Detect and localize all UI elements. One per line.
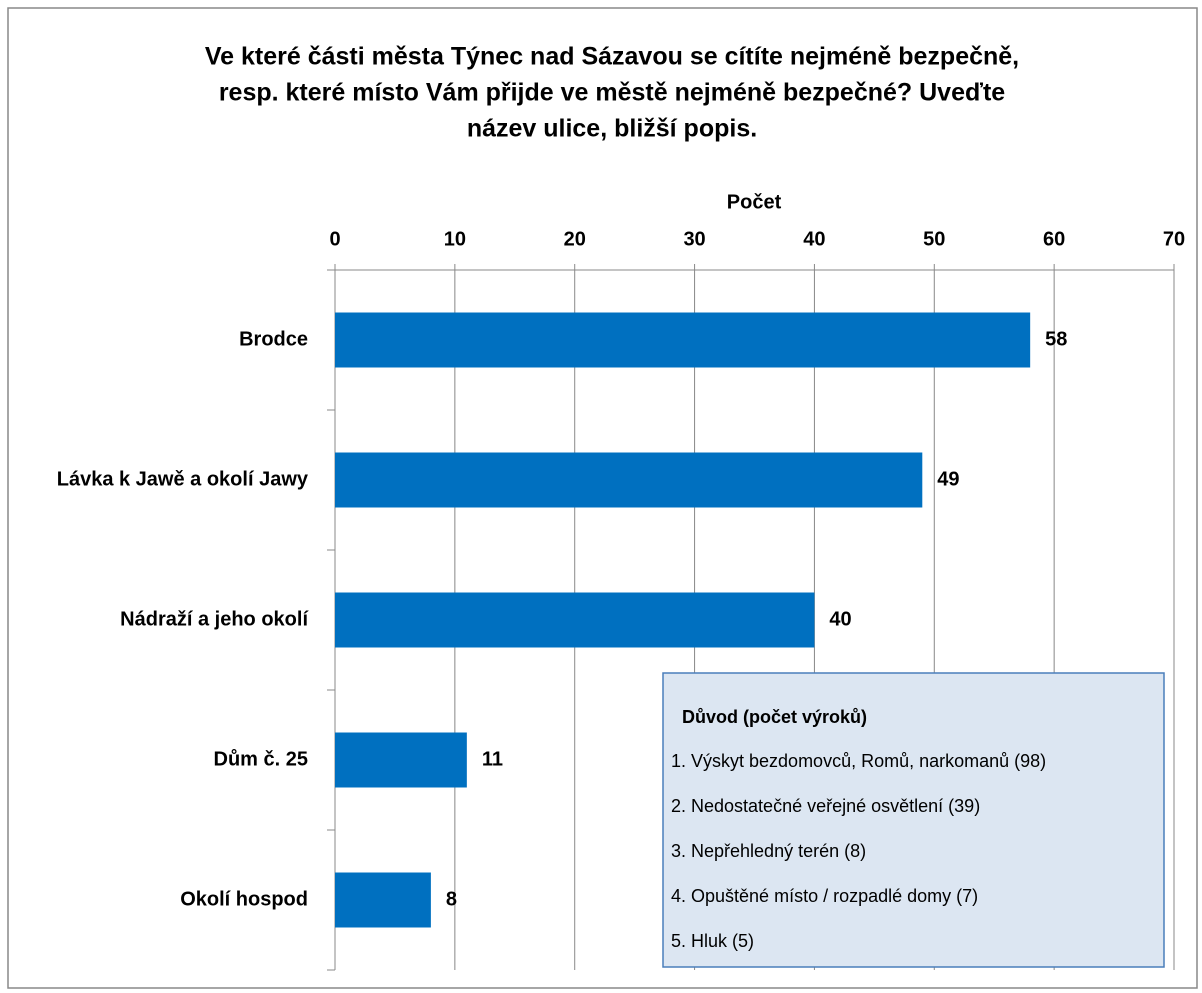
x-tick-label: 10 — [444, 228, 466, 250]
data-label: 58 — [1045, 328, 1067, 350]
chart-title: resp. které místo Vám přijde ve městě ne… — [219, 79, 1005, 107]
chart-title: Ve které části města Týnec nad Sázavou s… — [205, 43, 1019, 71]
bar — [335, 452, 923, 508]
y-tick-label: Okolí hospod — [180, 888, 308, 910]
data-label: 49 — [937, 468, 959, 490]
bar — [335, 312, 1031, 368]
data-label: 40 — [829, 608, 851, 630]
x-tick-label: 30 — [683, 228, 705, 250]
x-tick-label: 50 — [923, 228, 945, 250]
annotation-title: Důvod (počet výroků) — [682, 707, 867, 727]
bar — [335, 732, 467, 788]
x-tick-label: 20 — [564, 228, 586, 250]
annotation-item: 4. Opuštěné místo / rozpadlé domy (7) — [671, 886, 978, 906]
chart-title: název ulice, bližší popis. — [467, 115, 757, 143]
y-tick-label: Lávka k Jawě a okolí Jawy — [57, 468, 309, 490]
annotation-box — [662, 672, 1165, 968]
annotation-item: 5. Hluk (5) — [671, 931, 754, 951]
data-label: 11 — [482, 748, 503, 770]
annotation-item: 1. Výskyt bezdomovců, Romů, narkomanů (9… — [671, 751, 1046, 771]
annotation-item: 2. Nedostatečné veřejné osvětlení (39) — [671, 796, 980, 816]
x-tick-label: 60 — [1043, 228, 1065, 250]
x-axis-title: Počet — [727, 191, 782, 213]
y-tick-label: Dům č. 25 — [214, 748, 308, 770]
x-tick-label: 0 — [329, 228, 340, 250]
bar — [335, 872, 431, 928]
x-tick-label: 70 — [1163, 228, 1185, 250]
data-label: 8 — [446, 888, 457, 910]
x-tick-label: 40 — [803, 228, 825, 250]
annotation-item: 3. Nepřehledný terén (8) — [671, 841, 866, 861]
bar — [335, 592, 815, 648]
y-tick-label: Brodce — [239, 328, 308, 350]
y-tick-label: Nádraží a jeho okolí — [120, 608, 309, 630]
